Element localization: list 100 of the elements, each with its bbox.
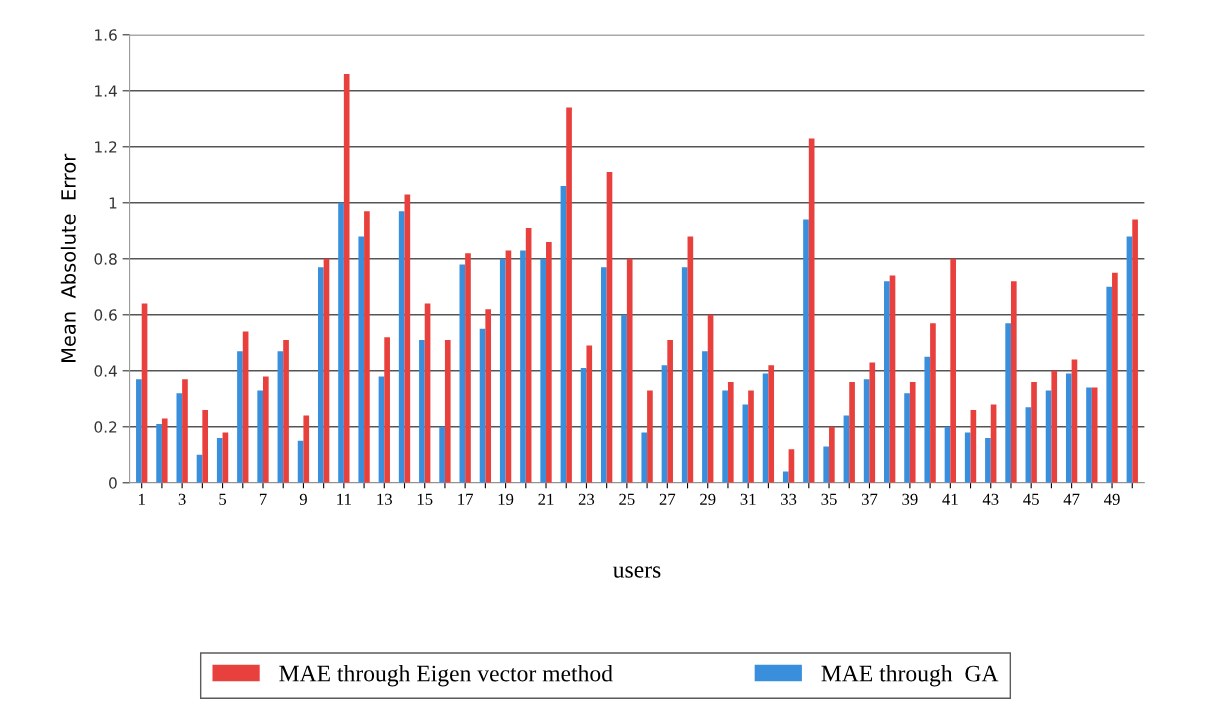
legend-label: MAE through GA: [821, 664, 999, 687]
bar: [384, 337, 390, 483]
bar: [439, 426, 445, 483]
bar: [398, 211, 405, 483]
bar: [1106, 286, 1113, 483]
bar: [641, 432, 648, 483]
bar: [237, 351, 243, 483]
x-tick-label: 7: [259, 493, 267, 505]
x-tick-label: 33: [781, 493, 797, 505]
x-tick-label: 43: [982, 493, 999, 505]
bar: [782, 471, 789, 483]
bar: [869, 362, 876, 483]
y-tick-label: 1.2: [95, 141, 117, 153]
x-tick-label: 49: [1104, 493, 1120, 505]
bar: [601, 267, 607, 483]
bar: [263, 376, 269, 483]
bar: [283, 340, 289, 483]
x-tick-label: 1: [139, 493, 145, 505]
bar: [924, 356, 931, 483]
bar: [257, 390, 263, 483]
bar: [176, 393, 183, 483]
x-tick-label: 27: [659, 493, 676, 505]
x-tick-label: 11: [337, 493, 351, 505]
x-tick-label: 31: [740, 493, 756, 505]
x-tick-label: 37: [861, 493, 878, 505]
bar: [343, 73, 350, 483]
bar: [884, 281, 890, 483]
bar: [586, 345, 593, 483]
bar: [1065, 373, 1072, 483]
bar: [317, 267, 324, 483]
bar: [1112, 272, 1118, 483]
bar: [520, 250, 526, 483]
bar: [768, 365, 775, 483]
bar: [444, 340, 451, 483]
x-tick-label: 47: [1063, 493, 1080, 505]
bar: [182, 379, 188, 483]
bar: [1132, 219, 1138, 483]
y-tick-label: 1: [109, 197, 117, 209]
x-tick-label: 41: [942, 493, 958, 505]
bar: [626, 258, 633, 483]
bar: [1005, 323, 1011, 483]
x-tick-label: 3: [178, 493, 186, 505]
bar: [667, 340, 673, 483]
bar: [904, 393, 910, 483]
bar: [364, 211, 370, 483]
bar: [722, 390, 728, 483]
bar: [985, 438, 991, 483]
x-tick-label: 19: [498, 493, 514, 505]
bar: [702, 351, 708, 483]
x-tick-label: 15: [417, 493, 433, 505]
x-tick-label: 25: [619, 493, 635, 505]
bar: [909, 382, 916, 483]
bar: [964, 432, 971, 483]
x-tick-label: 17: [458, 493, 474, 505]
x-tick-label: 5: [219, 493, 227, 505]
bar: [419, 340, 425, 483]
x-tick-label: 9: [299, 493, 307, 505]
bar: [156, 424, 162, 483]
bar: [485, 309, 492, 483]
bar: [1031, 382, 1037, 483]
bar: [465, 253, 471, 483]
x-tick-label: 45: [1023, 493, 1039, 505]
bar: [216, 438, 223, 483]
bar: [566, 107, 572, 483]
bar: [499, 258, 506, 483]
bar: [1051, 370, 1058, 483]
y-tick-label: 0.8: [94, 253, 117, 265]
y-axis-title: Mean Absolute Error: [60, 153, 76, 362]
bar: [136, 379, 142, 483]
bar: [681, 267, 688, 483]
x-tick-label: 21: [538, 493, 554, 505]
y-tick-label: 0: [109, 477, 117, 489]
x-tick-label: 39: [902, 493, 918, 505]
bar: [540, 258, 547, 483]
bar: [338, 202, 344, 483]
bar: [161, 418, 168, 483]
bar: [303, 415, 310, 483]
bar: [647, 390, 653, 483]
y-tick-label: 0.2: [94, 421, 117, 433]
legend-label: MAE through Eigen vector method: [279, 664, 613, 687]
y-tick-label: 1.4: [95, 85, 117, 97]
bar: [829, 426, 835, 483]
bar: [823, 446, 830, 483]
bar: [459, 264, 466, 483]
bar: [358, 236, 365, 483]
y-tick-label: 1.6: [95, 29, 117, 41]
x-tick-label: 23: [578, 493, 595, 505]
bar: [1010, 281, 1017, 483]
x-tick-label: 35: [821, 493, 837, 505]
y-tick-label: 0.4: [94, 365, 117, 377]
bar: [803, 219, 809, 483]
bar: [849, 382, 855, 483]
x-axis-title: users: [613, 566, 661, 578]
bar: [202, 410, 209, 483]
bar: [621, 314, 627, 483]
y-tick-label: 0.6: [94, 309, 117, 321]
x-tick-label: 29: [700, 493, 716, 505]
bar: [727, 382, 734, 483]
bar: [546, 241, 552, 483]
bar: [930, 323, 936, 483]
